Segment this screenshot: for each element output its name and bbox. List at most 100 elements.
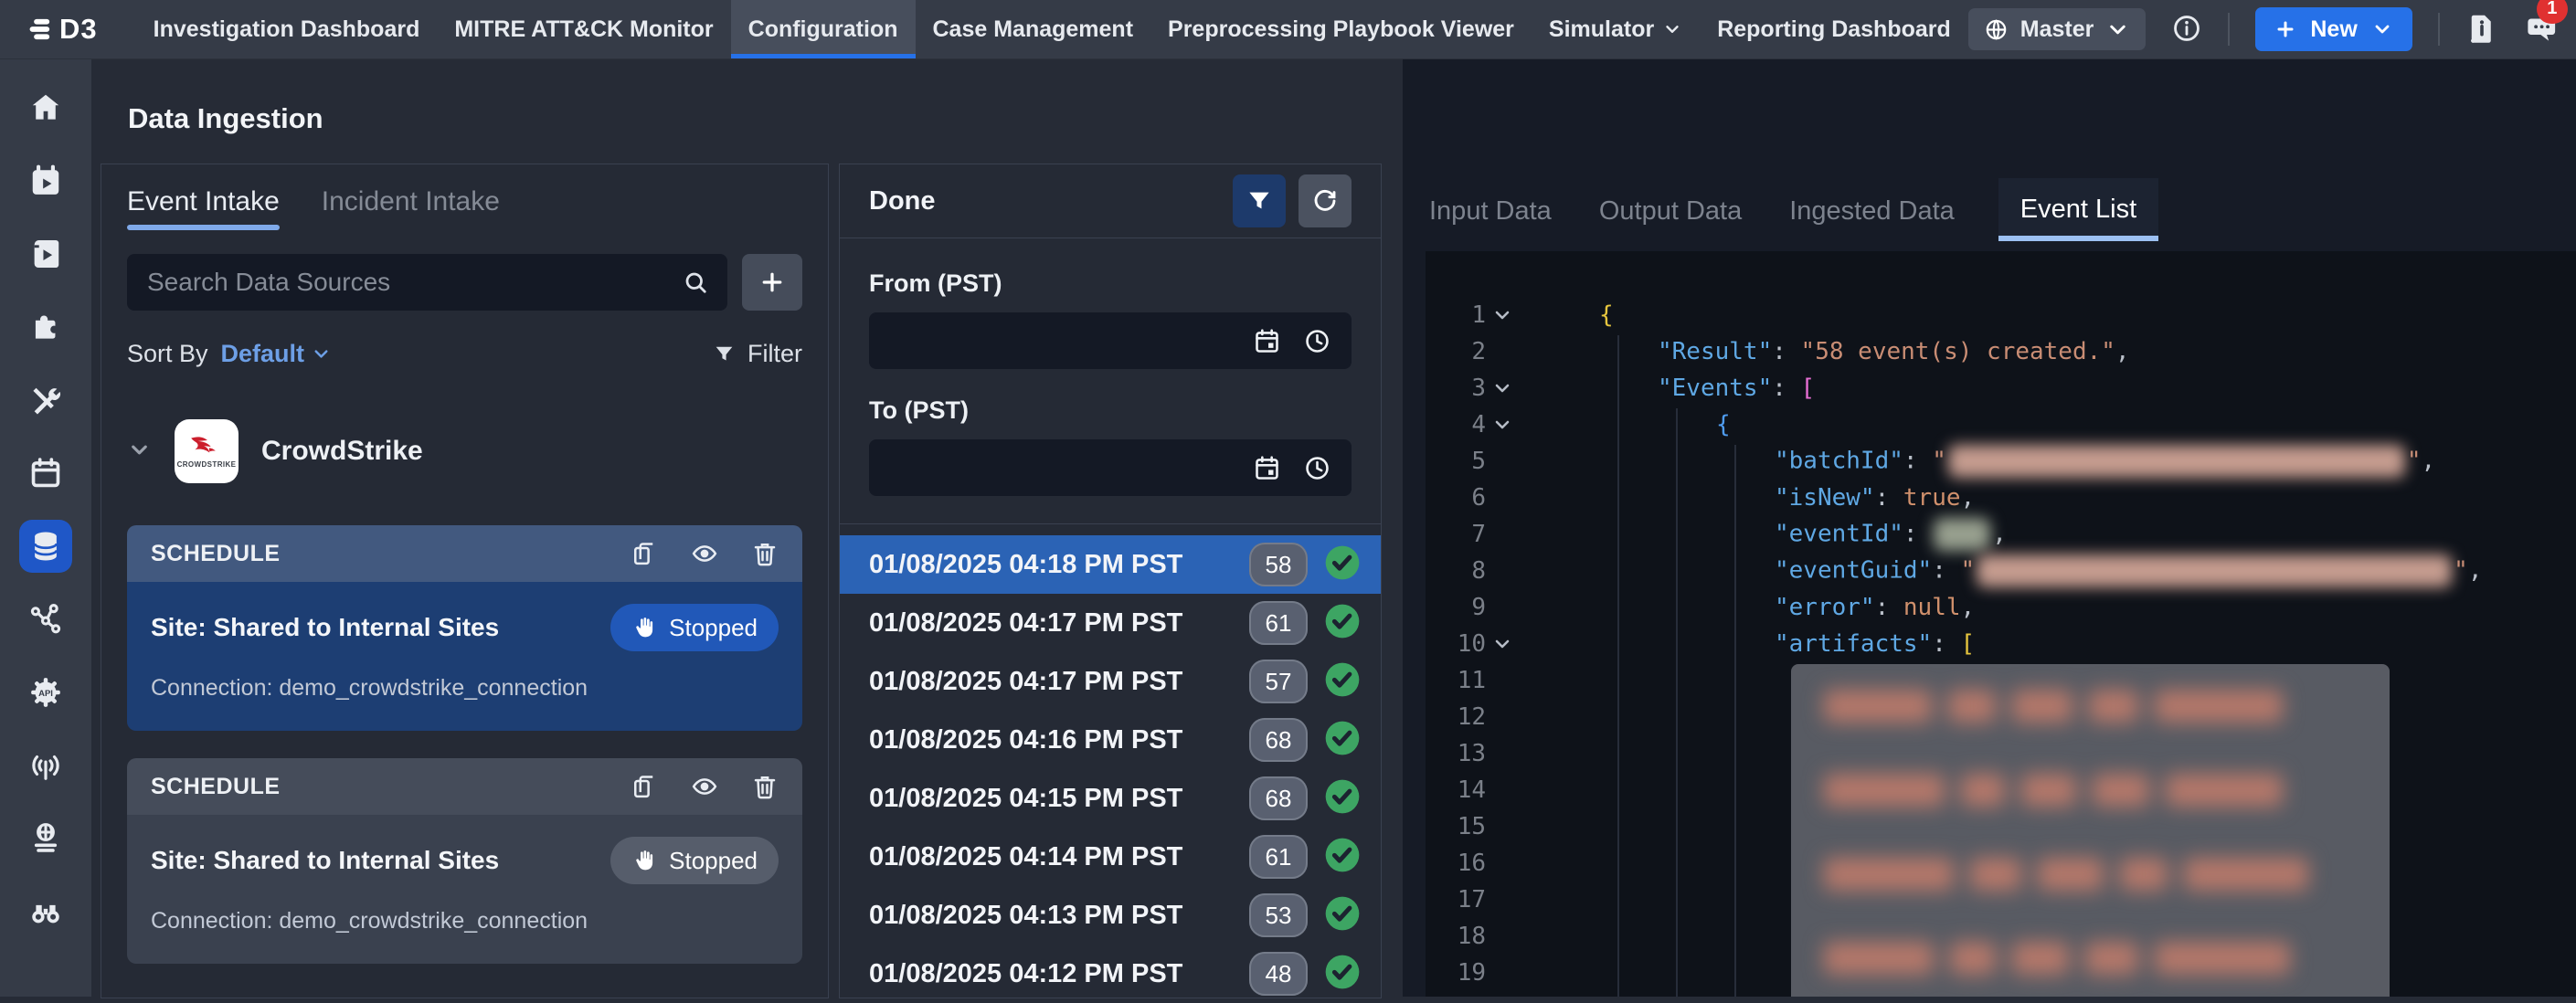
notifications-button[interactable]: 1: [2524, 0, 2568, 50]
crowdstrike-logo-text: CROWDSTRIKE: [176, 460, 237, 469]
ingestion-run-row[interactable]: 01/08/2025 04:16 PM PST 68: [840, 711, 1381, 769]
schedule-card-body: Site: Shared to Internal Sites Stopped C…: [127, 582, 802, 731]
schedule-connection: Connection: demo_crowdstrike_connection: [151, 675, 588, 701]
runs-filter-button[interactable]: [1233, 174, 1286, 227]
ingestion-run-row[interactable]: 01/08/2025 04:17 PM PST 61: [840, 594, 1381, 652]
code-text: "artifacts": [: [1775, 630, 1976, 658]
site-selector-button[interactable]: Master: [1967, 8, 2147, 50]
menu-item-configuration[interactable]: Configuration: [730, 0, 916, 58]
code-line: 16: [1426, 845, 2576, 882]
schedule-card[interactable]: SCHEDULE Site: Shared to Internal Sites …: [127, 758, 802, 964]
sidebar-item-broadcast[interactable]: [19, 739, 72, 792]
menu-item-mitre-att-ck-monitor[interactable]: MITRE ATT&CK Monitor: [437, 0, 730, 58]
playbook-icon: [28, 237, 63, 271]
sidebar-item-home[interactable]: [19, 81, 72, 134]
sidebar-item-tools[interactable]: [19, 374, 72, 427]
filter-button[interactable]: Filter: [713, 340, 802, 368]
tab-event-list[interactable]: Event List: [1998, 178, 2159, 241]
ingestion-run-row[interactable]: 01/08/2025 04:18 PM PST 58: [840, 535, 1381, 594]
sidebar-item-database[interactable]: [19, 520, 72, 573]
eye-icon[interactable]: [691, 540, 718, 567]
menu-item-reporting-dashboard[interactable]: Reporting Dashboard: [1700, 0, 1968, 58]
new-button[interactable]: New: [2255, 7, 2412, 51]
event-count-badge: 53: [1249, 893, 1308, 937]
menu-item-label: Reporting Dashboard: [1717, 16, 1951, 42]
tab-ingested-data[interactable]: Ingested Data: [1786, 180, 1958, 241]
runs-refresh-button[interactable]: [1299, 174, 1352, 227]
documentation-button[interactable]: [2465, 12, 2498, 48]
fold-chevron-icon[interactable]: [1491, 377, 1522, 399]
tab-incident-intake[interactable]: Incident Intake: [322, 186, 500, 230]
menu-item-case-management[interactable]: Case Management: [916, 0, 1151, 58]
line-number: 13: [1457, 740, 1486, 767]
redacted-row: [1824, 690, 2357, 723]
calendar-icon[interactable]: [1253, 327, 1281, 355]
code-line: 11: [1426, 662, 2576, 699]
sidebar-item-share-nodes[interactable]: [19, 593, 72, 646]
chevron-down-icon: [1491, 377, 1513, 399]
fold-chevron-icon[interactable]: [1491, 633, 1522, 655]
menu-item-investigation-dashboard[interactable]: Investigation Dashboard: [136, 0, 438, 58]
line-number: 17: [1457, 886, 1486, 913]
search-icon[interactable]: [682, 269, 709, 296]
json-code-viewer[interactable]: 1 {2 "Result": "58 event(s) created.", 3 …: [1426, 251, 2576, 997]
redacted-artifacts-block: [1791, 664, 2390, 997]
info-button[interactable]: [2171, 13, 2202, 47]
code-line: 2 "Result": "58 event(s) created.",: [1426, 333, 2576, 370]
chevron-down-icon: [1491, 304, 1513, 326]
menu-item-simulator[interactable]: Simulator: [1532, 0, 1700, 58]
status-badge[interactable]: Stopped: [610, 837, 779, 884]
run-timestamp: 01/08/2025 04:15 PM PST: [869, 783, 1183, 813]
add-data-source-button[interactable]: [742, 254, 802, 311]
sidebar-item-puzzle[interactable]: [19, 301, 72, 354]
run-success-indicator: [1322, 893, 1362, 938]
tab-label: Incident Intake: [321, 186, 500, 216]
broadcast-icon: [28, 748, 63, 783]
clock-icon[interactable]: [1303, 454, 1331, 482]
fold-chevron-icon[interactable]: [1491, 304, 1522, 326]
sidebar-item-api-gear[interactable]: API: [19, 666, 72, 719]
sidebar-item-binoculars[interactable]: [19, 885, 72, 938]
to-datetime-field: [869, 439, 1352, 496]
fold-chevron-icon[interactable]: [1491, 414, 1522, 436]
trash-icon[interactable]: [751, 540, 779, 567]
ingestion-run-row[interactable]: 01/08/2025 04:17 PM PST 57: [840, 652, 1381, 711]
line-number: 12: [1457, 703, 1486, 731]
trash-icon[interactable]: [751, 773, 779, 800]
ingestion-run-row[interactable]: 01/08/2025 04:13 PM PST 53: [840, 886, 1381, 945]
menu-item-preprocessing-playbook-viewer[interactable]: Preprocessing Playbook Viewer: [1150, 0, 1532, 58]
chevron-down-icon: [127, 438, 152, 462]
sidebar-item-web[interactable]: [19, 812, 72, 865]
tab-event-intake[interactable]: Event Intake: [127, 186, 280, 230]
ingestion-run-row[interactable]: 01/08/2025 04:15 PM PST 68: [840, 769, 1381, 828]
from-datetime-input[interactable]: [889, 325, 1231, 356]
logo-text: D3: [59, 13, 98, 45]
tab-label: Output Data: [1598, 196, 1743, 226]
clock-icon[interactable]: [1303, 327, 1331, 355]
site-row: Site: Shared to Internal Sites Stopped: [151, 604, 779, 651]
run-row-right: 61: [1249, 601, 1362, 646]
status-badge[interactable]: Stopped: [610, 604, 779, 651]
tab-label: Event Intake: [127, 186, 280, 216]
check-circle-icon: [1322, 601, 1362, 641]
sort-dropdown[interactable]: Default: [221, 340, 333, 368]
to-datetime-input[interactable]: [889, 452, 1231, 483]
sidebar-item-calendar-play[interactable]: [19, 154, 72, 207]
ingestion-run-row[interactable]: 01/08/2025 04:14 PM PST 61: [840, 828, 1381, 886]
run-timestamp: 01/08/2025 04:17 PM PST: [869, 607, 1183, 638]
copy-icon[interactable]: [631, 540, 658, 567]
sidebar-item-calendar[interactable]: [19, 447, 72, 500]
ingestion-runs-panel: Done From (PST): [839, 164, 1382, 998]
line-number: 4: [1471, 411, 1486, 438]
tab-input-data[interactable]: Input Data: [1426, 180, 1555, 241]
sidebar-item-playbook[interactable]: [19, 227, 72, 280]
search-input[interactable]: [145, 267, 682, 298]
tab-output-data[interactable]: Output Data: [1595, 180, 1745, 241]
intake-tabs: Event Intake Incident Intake: [127, 186, 802, 230]
schedule-card[interactable]: SCHEDULE Site: Shared to Internal Sites …: [127, 525, 802, 731]
collapse-group-button[interactable]: [127, 438, 152, 465]
eye-icon[interactable]: [691, 773, 718, 800]
ingestion-run-row[interactable]: 01/08/2025 04:12 PM PST 48: [840, 945, 1381, 1003]
calendar-icon[interactable]: [1253, 454, 1281, 482]
copy-icon[interactable]: [631, 773, 658, 800]
